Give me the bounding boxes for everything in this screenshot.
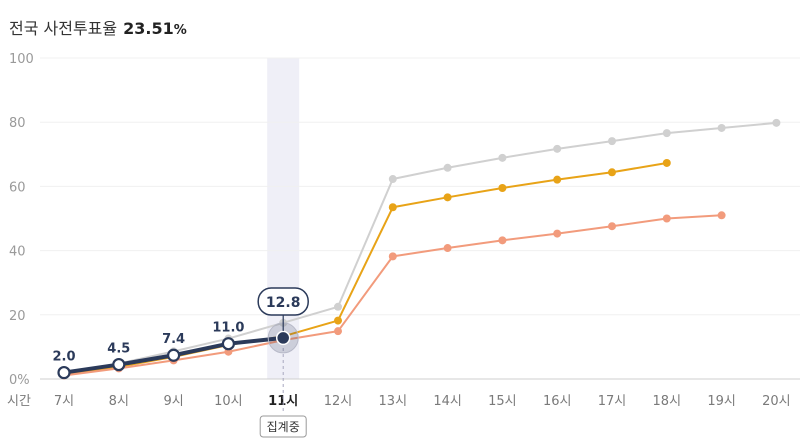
x-tick-label: 18시 (653, 394, 682, 409)
data-point[interactable] (112, 357, 126, 372)
data-point[interactable] (717, 211, 726, 220)
current-value-badge-text: 12.8 (266, 295, 301, 311)
y-tick-label: 20 (9, 309, 26, 324)
data-point[interactable] (772, 118, 781, 127)
page-title: 전국 사전투표율 23.51% (9, 15, 187, 39)
series-lines (57, 118, 781, 380)
title-label: 전국 사전투표율 (9, 19, 118, 38)
data-label: 2.0 (52, 350, 75, 365)
data-point[interactable] (608, 222, 616, 231)
data-label: 11.0 (212, 321, 244, 336)
data-point[interactable] (57, 365, 71, 380)
turnout-rate-unit: % (173, 23, 187, 38)
data-point[interactable] (608, 168, 616, 177)
x-tick-label: 11시 (268, 394, 298, 409)
x-tick-label: 19시 (707, 394, 736, 409)
y-tick-label: 0% (9, 373, 30, 388)
y-tick-label: 100 (9, 52, 34, 67)
data-labels: 2.0 4.5 7.4 11.0 (52, 321, 244, 365)
y-tick-label: 40 (9, 245, 26, 260)
data-point[interactable] (498, 153, 507, 162)
x-tick-label: 16시 (543, 394, 572, 409)
data-point[interactable] (498, 236, 507, 245)
data-label: 4.5 (107, 342, 130, 357)
data-point[interactable] (388, 203, 397, 212)
data-point[interactable] (334, 316, 342, 325)
x-tick-label: 14시 (433, 394, 462, 409)
data-point[interactable] (443, 244, 452, 253)
data-point[interactable] (553, 229, 562, 238)
data-point[interactable] (662, 214, 671, 223)
data-point[interactable] (498, 184, 507, 193)
x-axis-caption: 시간 (7, 394, 31, 409)
status-tag-text: 집계중 (267, 420, 300, 434)
x-axis-ticks: 7시 8시 9시 10시 11시 12시 13시 14시 15시 16시 17시 18시 19시 20시 (54, 394, 791, 409)
data-point[interactable] (443, 163, 452, 172)
y-tick-label: 80 (9, 116, 26, 131)
data-label: 7.4 (162, 332, 185, 347)
x-tick-label: 17시 (598, 394, 627, 409)
series-line (63, 161, 667, 376)
series-line (63, 214, 722, 377)
data-point[interactable] (717, 123, 726, 132)
x-tick-label: 15시 (488, 394, 517, 409)
data-point[interactable] (388, 252, 397, 261)
data-point[interactable] (662, 129, 671, 138)
x-tick-label: 9시 (163, 394, 183, 409)
x-tick-label: 8시 (109, 394, 129, 409)
data-point[interactable] (334, 327, 342, 336)
data-point[interactable] (553, 175, 562, 184)
series-line (63, 121, 777, 375)
data-point[interactable] (221, 337, 235, 351)
status-tag: 집계중 (259, 415, 307, 438)
x-tick-label: 10시 (214, 394, 243, 409)
grid-lines (40, 57, 800, 316)
y-tick-label: 60 (9, 180, 26, 195)
status-tag-box (259, 415, 307, 438)
current-value-badge[interactable]: 12.8 (257, 287, 309, 331)
data-point[interactable] (443, 193, 452, 202)
data-point[interactable] (167, 348, 181, 362)
turnout-rate-value: 23.51 (123, 19, 174, 38)
x-tick-label: 12시 (324, 394, 353, 409)
x-tick-label: 20시 (762, 394, 791, 409)
data-point[interactable] (553, 144, 562, 153)
x-tick-label: 7시 (54, 394, 74, 409)
data-point[interactable] (275, 330, 291, 346)
data-point[interactable] (608, 137, 616, 146)
x-tick-label: 13시 (379, 394, 408, 409)
data-point[interactable] (662, 158, 671, 167)
y-axis-ticks: 0% 20 40 60 80 100 (9, 52, 34, 388)
data-point[interactable] (334, 302, 342, 311)
data-point[interactable] (388, 175, 397, 184)
